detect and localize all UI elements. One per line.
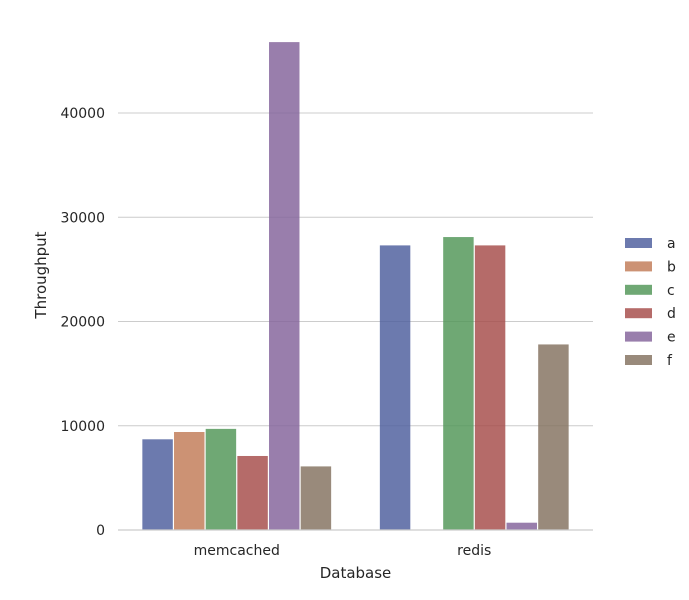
legend-swatch-f — [625, 355, 652, 365]
y-axis-label: Throughput — [32, 231, 50, 319]
x-tick-labels: memcached redis — [194, 543, 492, 559]
y-tick-label: 40000 — [60, 106, 105, 122]
bar-redis-a — [379, 245, 411, 530]
y-tick-label: 30000 — [60, 210, 105, 226]
legend-label-e: e — [667, 330, 676, 346]
bar-memcached-c — [205, 428, 237, 530]
legend-swatch-a — [625, 238, 652, 248]
bar-redis-d — [474, 245, 506, 530]
y-tick-label: 10000 — [60, 419, 105, 435]
x-tick-label: redis — [457, 543, 491, 559]
legend-label-a: a — [667, 236, 676, 252]
legend-label-b: b — [667, 259, 676, 275]
bar-memcached-a — [142, 439, 173, 530]
bar-redis-f — [538, 344, 569, 530]
y-tick-labels: 0 10000 20000 30000 40000 — [60, 106, 105, 539]
x-axis-label: Database — [320, 564, 392, 582]
legend-label-f: f — [667, 353, 673, 369]
legend-swatch-e — [625, 331, 652, 342]
y-tick-label: 20000 — [60, 315, 105, 331]
gridlines — [118, 112, 593, 427]
bar-memcached-f — [300, 466, 332, 530]
y-tick-label: 0 — [96, 523, 105, 539]
legend-swatch-c — [625, 284, 652, 295]
legend-label-c: c — [667, 283, 675, 299]
legend-swatch-b — [625, 261, 652, 272]
legend-label-d: d — [667, 306, 676, 322]
bar-redis-c — [443, 237, 474, 530]
bar-memcached-e — [269, 42, 300, 531]
bar-redis-e — [506, 522, 537, 530]
legend-swatch-d — [625, 308, 652, 319]
bar-memcached-d — [237, 455, 268, 530]
bar-memcached-b — [174, 432, 205, 530]
bars — [142, 42, 569, 531]
x-tick-label: memcached — [194, 543, 280, 559]
